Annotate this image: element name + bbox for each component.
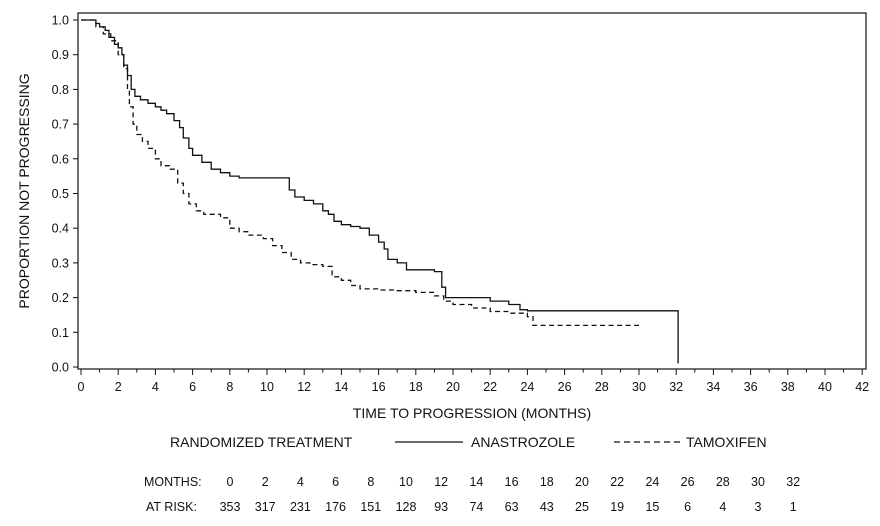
months-cell: 20 [575,475,589,489]
x-tick-label: 4 [152,380,159,394]
x-tick-label: 28 [595,380,609,394]
at-risk-cell: 231 [290,500,311,514]
months-cell: 2 [262,475,269,489]
y-tick-label: 0.7 [52,118,69,132]
at-risk-cell: 317 [255,500,276,514]
at-risk-cell: 128 [396,500,417,514]
x-tick-label: 36 [744,380,758,394]
y-tick-label: 0.4 [52,222,69,236]
series-line-tamoxifen [81,19,639,327]
months-cell: 18 [540,475,554,489]
months-cell: 0 [227,475,234,489]
x-tick-label: 6 [189,380,196,394]
months-cell: 24 [645,475,659,489]
months-cell: 28 [716,475,730,489]
x-tick-label: 32 [669,380,683,394]
at-risk-cell: 353 [220,500,241,514]
at-risk-cell: 151 [360,500,381,514]
at-risk-table: MONTHS: AT RISK: 0 2 4 6 8 10 12 14 16 18 20 22 24 26… [144,475,800,514]
at-risk-cell: 25 [575,500,589,514]
months-cell: 32 [786,475,800,489]
x-tick-label: 26 [558,380,572,394]
y-axis-title: PROPORTION NOT PROGRESSING [16,73,32,308]
months-row: 0 2 4 6 8 10 12 14 16 18 20 22 24 26 28 30 32 [227,475,801,489]
y-tick-label: 0.6 [52,152,69,166]
x-tick-label: 14 [334,380,348,394]
months-cell: 16 [505,475,519,489]
months-cell: 6 [332,475,339,489]
months-cell: 4 [297,475,304,489]
legend-label-anastrozole: ANASTROZOLE [471,434,575,450]
x-tick-label: 42 [855,380,869,394]
months-cell: 26 [681,475,695,489]
at-risk-cell: 15 [645,500,659,514]
y-tick-label: 0.1 [52,326,69,340]
x-tick-label: 22 [483,380,497,394]
y-tick-label: 0.5 [52,187,69,201]
at-risk-cell: 176 [325,500,346,514]
at-risk-cell: 6 [684,500,691,514]
x-tick-label: 18 [409,380,423,394]
x-tick-label: 10 [260,380,274,394]
x-axis-title: TIME TO PROGRESSION (MONTHS) [353,405,591,421]
at-risk-cell: 3 [755,500,762,514]
at-risk-cell: 93 [434,500,448,514]
months-cell: 10 [399,475,413,489]
x-tick-label: 30 [632,380,646,394]
y-tick-label: 0.9 [52,48,69,62]
y-tick-label: 0.0 [52,361,69,375]
x-tick-label: 24 [520,380,534,394]
y-axis: 0.0 0.1 0.2 0.3 0.4 0.5 0.6 0.7 0.8 0.9 1.0 [52,14,78,375]
x-tick-label: 34 [706,380,720,394]
x-tick-label: 0 [78,380,85,394]
x-tick-label: 40 [818,380,832,394]
at-risk-row-label: AT RISK: [146,500,197,514]
at-risk-cell: 19 [610,500,624,514]
series-layer [81,19,679,364]
months-cell: 8 [367,475,374,489]
legend: RANDOMIZED TREATMENT ANASTROZOLE TAMOXIF… [170,434,767,450]
x-axis: 0 2 4 6 8 10 12 14 16 18 20 22 24 26 28 30 32 34 36 38 40 42 [78,369,869,394]
y-tick-label: 0.8 [52,83,69,97]
at-risk-cell: 63 [505,500,519,514]
months-cell: 30 [751,475,765,489]
at-risk-cell: 43 [540,500,554,514]
x-tick-label: 2 [115,380,122,394]
months-cell: 14 [469,475,483,489]
at-risk-cell: 74 [469,500,483,514]
at-risk-cell: 4 [719,500,726,514]
x-tick-label: 20 [446,380,460,394]
x-tick-label: 8 [226,380,233,394]
plot-frame [77,12,867,370]
at-risk-cell: 1 [790,500,797,514]
x-tick-label: 12 [297,380,311,394]
legend-title: RANDOMIZED TREATMENT [170,434,353,450]
legend-label-tamoxifen: TAMOXIFEN [686,434,767,450]
months-cell: 22 [610,475,624,489]
y-tick-label: 1.0 [52,14,69,28]
y-tick-label: 0.3 [52,256,69,270]
series-line-anastrozole [81,19,679,364]
y-tick-label: 0.2 [52,291,69,305]
months-cell: 12 [434,475,448,489]
x-tick-label: 16 [372,380,386,394]
at-risk-row: 353 317 231 176 151 128 93 74 63 43 25 19 15 6 4 3 1 [220,500,797,514]
months-row-label: MONTHS: [144,475,202,489]
x-tick-label: 38 [781,380,795,394]
